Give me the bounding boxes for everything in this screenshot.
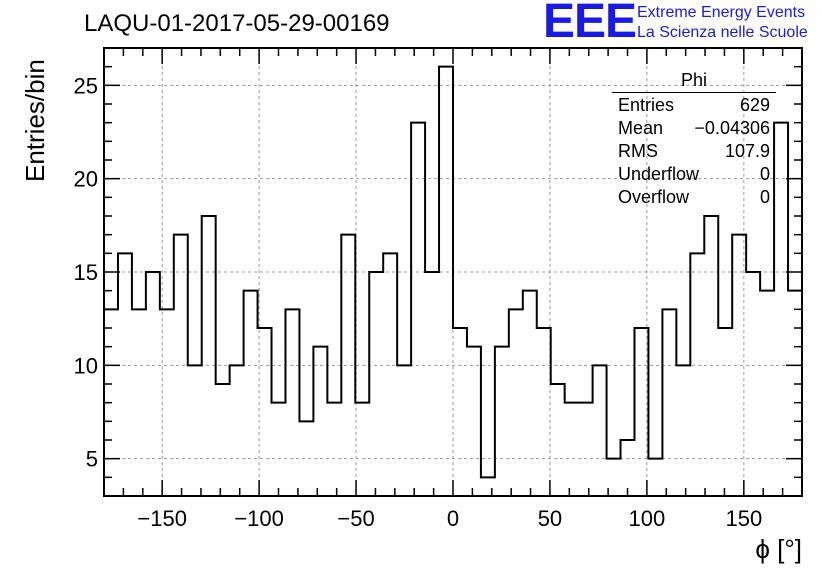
- y-axis-label: Entries/bin: [20, 59, 50, 182]
- stats-value: 629: [739, 95, 770, 115]
- histogram-line: [104, 65, 802, 479]
- x-tick-label: −100: [234, 506, 284, 531]
- x-axis-label: ϕ [°]: [755, 534, 802, 564]
- axis-ticks: [104, 47, 802, 497]
- x-tick-label: 150: [725, 506, 762, 531]
- stats-box: Phi Entries 629 Mean −0.04306 RMS 107.9 …: [612, 70, 776, 209]
- stats-value: 107.9: [724, 141, 770, 161]
- stats-box-title: Phi: [612, 70, 776, 93]
- stats-row-rms: RMS 107.9: [612, 140, 776, 163]
- x-tick-label: −150: [137, 506, 187, 531]
- y-tick-label: 15: [74, 260, 98, 285]
- y-tick-label: 25: [74, 73, 98, 98]
- eee-logo-line2: La Scienza nelle Scuole: [637, 24, 808, 41]
- stats-value: 0: [759, 164, 770, 184]
- stats-row-underflow: Underflow 0: [612, 163, 776, 186]
- plot-title: LAQU-01-2017-05-29-00169: [84, 10, 390, 37]
- stats-label: Underflow: [618, 164, 700, 184]
- y-tick-label: 20: [74, 167, 98, 192]
- stats-value: −0.04306: [694, 118, 770, 138]
- x-tick-label: 50: [538, 506, 562, 531]
- eee-logo-mark: EEE: [543, 0, 637, 48]
- stats-row-overflow: Overflow 0: [612, 186, 776, 209]
- stats-label: Entries: [618, 95, 675, 115]
- stats-label: RMS: [618, 141, 658, 161]
- y-tick-label: 10: [74, 353, 98, 378]
- stats-value: 0: [759, 187, 770, 207]
- x-tick-label: 100: [629, 506, 666, 531]
- x-tick-label: −50: [337, 506, 374, 531]
- stats-row-entries: Entries 629: [612, 94, 776, 117]
- y-tick-label: 5: [86, 447, 98, 472]
- stats-row-mean: Mean −0.04306: [612, 117, 776, 140]
- stats-label: Overflow: [618, 187, 690, 207]
- tick-labels: −150 −100 −50 0 50 100 150 5 10 15 20 25: [74, 73, 763, 531]
- stats-label: Mean: [618, 118, 664, 138]
- x-tick-label: 0: [447, 506, 459, 531]
- eee-logo-line1: Extreme Energy Events: [637, 4, 806, 21]
